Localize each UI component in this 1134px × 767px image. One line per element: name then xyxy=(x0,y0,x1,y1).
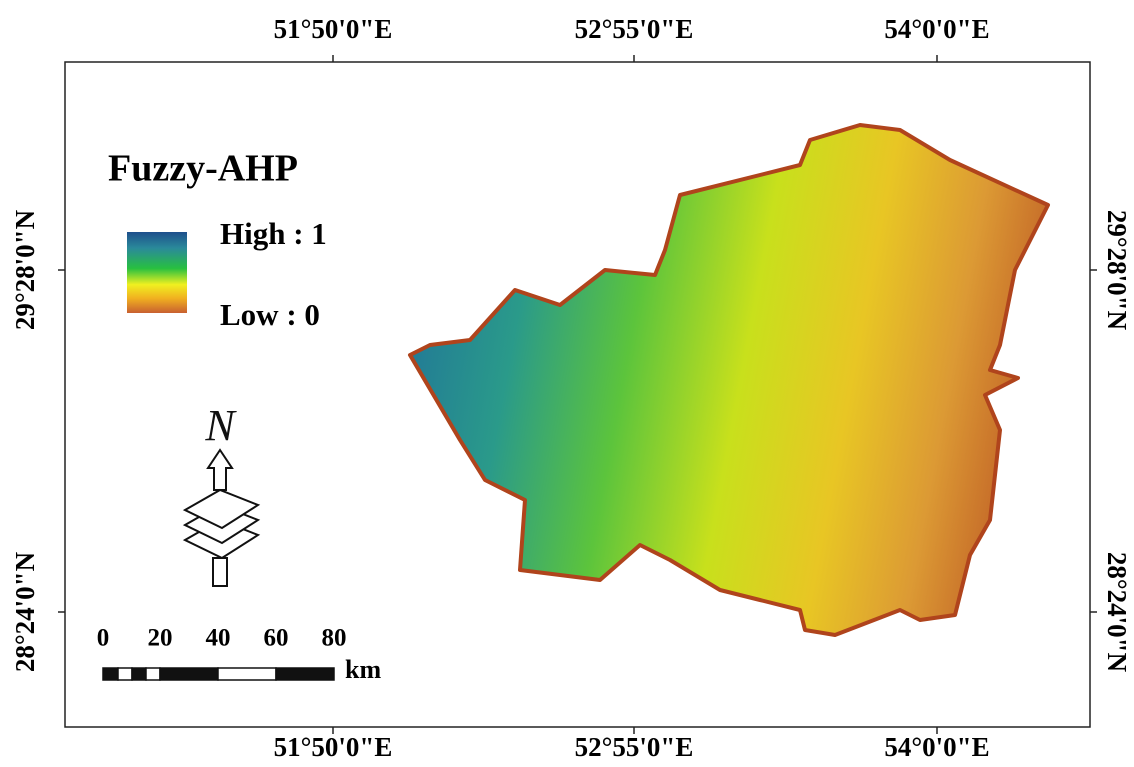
scale-label: 20 xyxy=(148,625,173,652)
north-arrow: N xyxy=(185,401,258,586)
legend-ramp xyxy=(127,232,187,313)
bottom-coord-label: 54°0'0"E xyxy=(884,732,989,762)
bottom-coord-label: 52°55'0"E xyxy=(575,732,694,762)
legend-high: High : 1 xyxy=(220,216,327,251)
scale-bar xyxy=(103,668,334,680)
scale-label: 80 xyxy=(322,625,347,652)
top-coord-label: 51°50'0"E xyxy=(274,14,393,44)
left-coord-label: 28°24'0"N xyxy=(10,551,40,672)
right-coord-label: 28°24'0"N xyxy=(1102,552,1132,673)
legend-title: Fuzzy-AHP xyxy=(108,148,298,190)
north-label: N xyxy=(204,401,237,450)
top-coord-label: 54°0'0"E xyxy=(884,14,989,44)
scale-unit: km xyxy=(345,655,381,684)
bottom-coord-label: 51°50'0"E xyxy=(274,732,393,762)
top-coord-label: 52°55'0"E xyxy=(575,14,694,44)
scale-label: 0 xyxy=(97,625,110,652)
map-page: 51°50'0"E 52°55'0"E 54°0'0"E 51°50'0"E 5… xyxy=(0,0,1134,767)
right-coord-label: 29°28'0"N xyxy=(1102,210,1132,331)
legend-low: Low : 0 xyxy=(220,297,320,332)
scale-label: 60 xyxy=(264,625,289,652)
study-area xyxy=(410,125,1048,635)
scale-label: 40 xyxy=(206,625,231,652)
left-coord-label: 29°28'0"N xyxy=(10,209,40,330)
